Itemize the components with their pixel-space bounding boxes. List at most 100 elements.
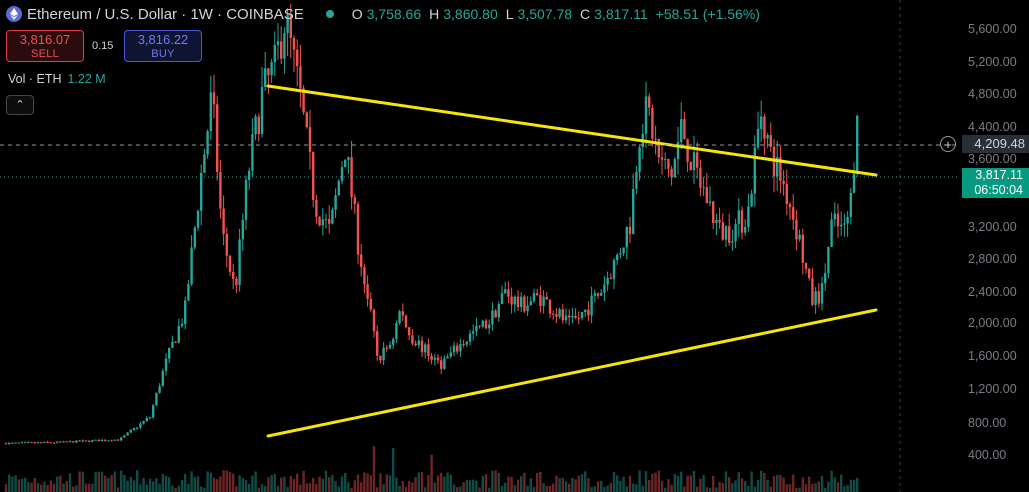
candle-body <box>715 219 718 224</box>
volume-bar <box>756 479 760 492</box>
volume-bar <box>324 470 328 492</box>
candle-body <box>452 345 456 353</box>
volume-bar <box>408 480 411 492</box>
candle-body <box>356 204 360 255</box>
candle-body <box>820 283 824 304</box>
price-axis-label: 400.00 <box>968 448 1007 462</box>
candle-body <box>577 317 580 319</box>
candle-body <box>20 442 24 444</box>
candle-body <box>724 226 728 240</box>
volume-bar <box>590 487 593 492</box>
volume-bar <box>440 472 443 492</box>
candle-body <box>177 326 180 343</box>
volume-bar <box>769 486 772 492</box>
candle-body <box>644 96 648 134</box>
candle-body <box>638 147 641 173</box>
candle-body <box>568 315 571 318</box>
candle-body <box>731 241 734 243</box>
candle-body <box>24 442 27 444</box>
candle-body <box>203 154 206 173</box>
volume-bar <box>801 477 804 492</box>
candle-body <box>395 323 398 339</box>
volume-bar <box>766 479 769 492</box>
candle-body <box>814 291 817 305</box>
candle-body <box>843 223 846 225</box>
candle-body <box>692 152 696 171</box>
candle-body <box>798 234 801 240</box>
volume-bar <box>654 472 657 492</box>
volume-bar <box>308 483 312 492</box>
candle-body <box>785 184 788 205</box>
volume-bar <box>609 483 612 492</box>
candle-body <box>699 167 702 188</box>
volume-bar <box>689 475 692 492</box>
volume-bar <box>331 474 334 492</box>
candle-body <box>152 405 155 418</box>
candle-body <box>385 347 388 349</box>
sell-button[interactable]: 3,816.07 SELL <box>6 30 84 62</box>
volume-bar <box>612 472 616 492</box>
volume-bar <box>526 485 529 492</box>
candle-body <box>788 204 792 208</box>
volume-bar <box>91 483 94 492</box>
volume-bar <box>804 484 808 492</box>
candle-body <box>276 41 280 46</box>
volume-bar <box>616 475 619 492</box>
volume-bar <box>737 472 740 492</box>
candle-body <box>558 309 561 317</box>
candle-body <box>299 66 302 89</box>
volume-bar <box>254 471 257 492</box>
volume-bar <box>296 473 299 492</box>
candle-body <box>17 442 20 444</box>
candle-body <box>846 216 849 224</box>
collapse-legend-button[interactable]: ⌃ <box>6 95 34 115</box>
candle-body <box>219 172 222 209</box>
candle-body <box>43 441 46 443</box>
candle-body <box>4 443 8 445</box>
volume-bar <box>763 472 766 492</box>
lower-trendline[interactable] <box>266 308 878 438</box>
volume-bar <box>232 473 235 492</box>
volume-bar <box>817 481 820 492</box>
add-alert-plus-icon[interactable]: + <box>940 136 956 152</box>
volume-bar <box>552 483 555 492</box>
volume-bar <box>491 470 494 492</box>
close-value: 3,817.11 <box>594 6 648 22</box>
volume-bar <box>193 477 196 492</box>
volume-bar <box>280 477 283 492</box>
change-value: +58.51 (+1.56%) <box>655 6 760 22</box>
symbol-title[interactable]: Ethereum / U.S. Dollar · 1W · COINBASE <box>27 5 304 23</box>
candle-body <box>315 199 318 217</box>
candle-body <box>206 131 209 155</box>
buy-button[interactable]: 3,816.22 BUY <box>124 30 202 62</box>
candle-body <box>772 146 776 177</box>
candle-body <box>100 439 104 442</box>
candlestick-series <box>4 3 859 445</box>
candle-body <box>363 267 366 285</box>
volume-bar <box>792 474 795 492</box>
candle-body <box>174 341 177 343</box>
crosshair <box>0 144 960 178</box>
candle-body <box>270 62 273 76</box>
candle-body <box>286 14 289 34</box>
volume-bar <box>142 477 145 492</box>
volume-bar <box>273 474 276 492</box>
candle-body <box>280 41 283 59</box>
candle-body <box>801 234 804 263</box>
volume-bar <box>782 477 785 492</box>
upper-trendline[interactable] <box>266 84 878 177</box>
candle-body <box>616 254 619 261</box>
volume-bar <box>779 474 782 492</box>
volume-bar <box>289 476 292 492</box>
candle-body <box>753 147 756 194</box>
volume-bar <box>382 484 385 492</box>
volume-bar <box>388 475 392 492</box>
trendlines <box>266 84 878 438</box>
volume-bar <box>436 475 440 492</box>
candle-body <box>145 417 148 422</box>
candle-body <box>241 219 244 240</box>
volume-bar <box>532 486 536 492</box>
low-value: 3,507.78 <box>517 6 573 22</box>
volume-bar <box>120 470 123 492</box>
